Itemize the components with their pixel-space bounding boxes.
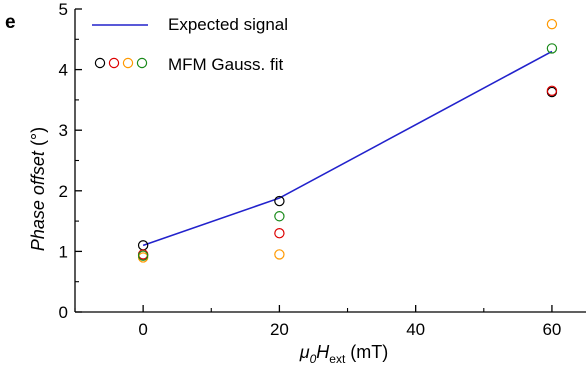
y-tick-label: 5 bbox=[59, 0, 68, 19]
x-tick-label: 0 bbox=[138, 320, 147, 339]
y-tick-label: 3 bbox=[59, 121, 68, 140]
x-axis-mu: μ bbox=[299, 342, 310, 362]
legend-line-label: Expected signal bbox=[168, 15, 288, 34]
x-tick-label: 40 bbox=[406, 320, 425, 339]
y-axis-title-main: Phase offset bbox=[28, 150, 48, 251]
panel-label: e bbox=[5, 12, 16, 33]
mfm-data-point bbox=[137, 250, 149, 261]
y-tick-label: 0 bbox=[59, 303, 68, 322]
mfm-data-point bbox=[546, 85, 558, 97]
mfm-data-point bbox=[274, 195, 285, 207]
legend: Expected signal MFM Gauss. fit bbox=[92, 15, 288, 74]
y-axis-title: Phase offset (°) bbox=[28, 127, 48, 251]
legend-points-label: MFM Gauss. fit bbox=[168, 55, 284, 74]
mfm-points-layer bbox=[137, 18, 558, 263]
mfm-data-point bbox=[546, 18, 558, 30]
legend-points-swatch bbox=[94, 57, 148, 69]
y-tick-label: 2 bbox=[59, 182, 68, 201]
x-tick-label: 20 bbox=[270, 320, 289, 339]
x-axis-h: H bbox=[316, 342, 330, 362]
y-axis-title-unit: (°) bbox=[28, 127, 48, 151]
mfm-data-point bbox=[274, 228, 285, 239]
expected-signal-line bbox=[142, 50, 553, 247]
mfm-data-point bbox=[274, 211, 285, 222]
x-axis-title: μ0Hext (mT) bbox=[299, 342, 389, 366]
y-tick-label: 1 bbox=[59, 242, 68, 261]
mfm-data-point bbox=[274, 249, 285, 260]
legend-point-swatch bbox=[108, 57, 120, 69]
expected-signal-layer bbox=[142, 50, 553, 247]
x-axis-unit: (mT) bbox=[345, 342, 388, 362]
x-tick-label: 60 bbox=[542, 320, 561, 339]
x-axis-h-sub: ext bbox=[329, 352, 346, 366]
legend-point-swatch bbox=[136, 57, 148, 69]
legend-point-swatch bbox=[94, 57, 106, 69]
y-tick-label: 4 bbox=[59, 61, 68, 80]
mfm-data-point bbox=[546, 43, 558, 54]
legend-point-swatch bbox=[122, 57, 134, 69]
axes: 0 1 2 3 4 5 0 20 40 60 bbox=[59, 0, 586, 339]
x-axis-mu-sub: 0 bbox=[310, 352, 317, 366]
